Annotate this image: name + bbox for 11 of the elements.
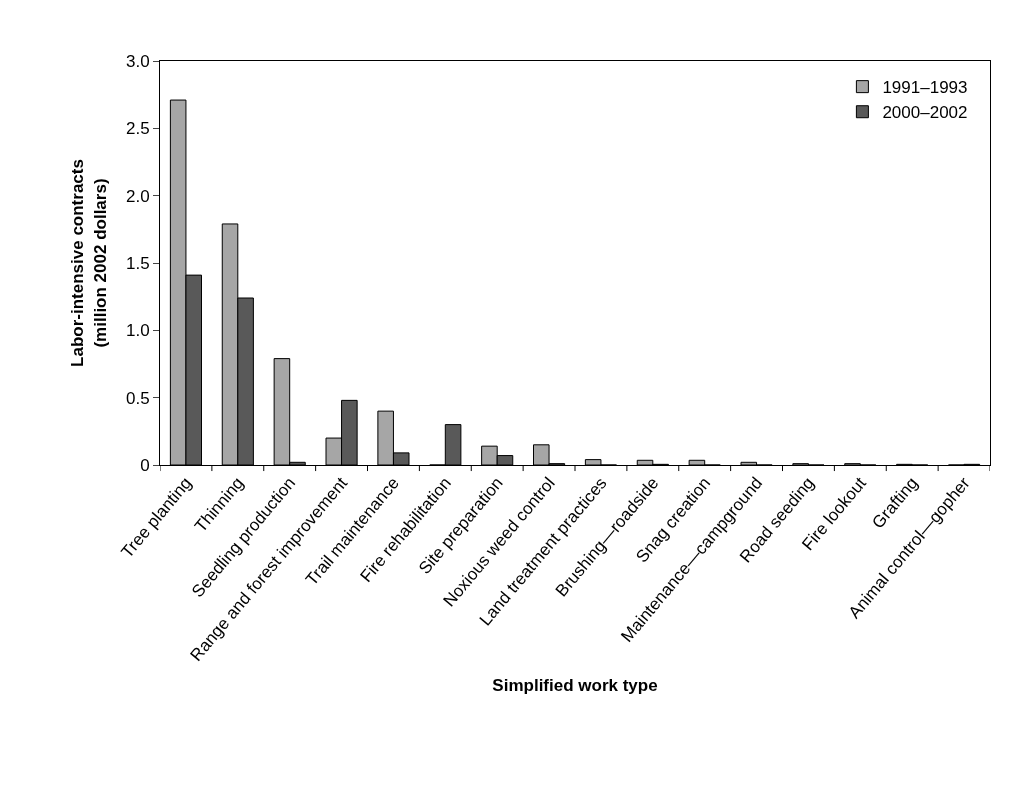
y-tick-label: 1.5 (125, 253, 150, 273)
y-axis-title: Labor-intensive contracts (million 2002 dollars) (68, 159, 110, 367)
y-tick-label: 0 (140, 455, 150, 475)
y-tick-label: 2.0 (125, 186, 150, 206)
legend-label: 1991–1993 (882, 78, 968, 98)
y-tick-label: 3.0 (125, 51, 150, 71)
y-tick-label: 1.0 (125, 321, 150, 341)
x-axis-title: Simplified work type (492, 676, 658, 696)
y-tick-label: 2.5 (125, 119, 150, 139)
legend-label: 2000–2002 (882, 103, 968, 123)
y-tick-label: 0.5 (125, 388, 150, 408)
